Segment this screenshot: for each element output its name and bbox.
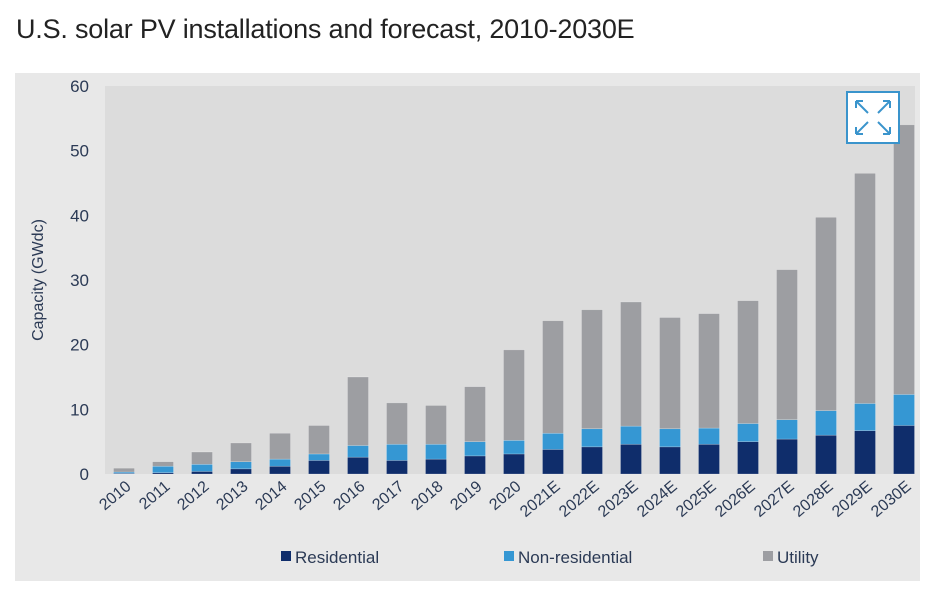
y-tick-label: 10 — [70, 400, 89, 419]
x-tick-label: 2027E — [751, 478, 797, 521]
y-tick-label: 50 — [70, 142, 89, 161]
bar-residential-2021E — [542, 449, 564, 475]
x-tick-label: 2029E — [829, 478, 875, 521]
bar-utility-2025E — [698, 313, 720, 429]
bar-non-residential-2024E — [659, 428, 681, 448]
bar-utility-2019 — [464, 386, 486, 442]
bar-non-residential-2025E — [698, 427, 720, 445]
bar-residential-2015 — [308, 460, 330, 475]
bar-utility-2013 — [230, 442, 252, 463]
x-tick-label: 2011 — [136, 478, 173, 513]
x-tick-label: 2018 — [408, 478, 446, 514]
bar-non-residential-2019 — [464, 441, 486, 457]
bar-non-residential-2027E — [776, 419, 798, 440]
bar-residential-2025E — [698, 443, 720, 475]
expand-button[interactable] — [846, 91, 900, 144]
bar-non-residential-2022E — [581, 428, 603, 448]
x-tick-label: 2010 — [96, 478, 134, 514]
x-tick-label: 2026E — [712, 478, 758, 521]
y-tick-label: 60 — [70, 77, 89, 96]
bar-residential-2020 — [503, 453, 525, 475]
bar-utility-2023E — [620, 301, 642, 427]
bar-residential-2027E — [776, 438, 798, 475]
bar-utility-2015 — [308, 425, 330, 455]
x-tick-label: 2015 — [291, 478, 329, 514]
page-title: U.S. solar PV installations and forecast… — [16, 14, 635, 44]
x-tick-label: 2014 — [252, 478, 290, 514]
bar-residential-2026E — [737, 441, 759, 475]
bar-non-residential-2016 — [347, 445, 369, 458]
bar-residential-2022E — [581, 446, 603, 475]
bar-non-residential-2014 — [269, 458, 291, 467]
bar-residential-2030E — [893, 425, 915, 475]
bar-residential-2014 — [269, 465, 291, 475]
x-tick-label: 2013 — [213, 478, 251, 514]
bar-non-residential-2029E — [854, 403, 876, 431]
x-tick-label: 2023E — [595, 478, 641, 521]
bar-utility-2021E — [542, 320, 564, 434]
bar-non-residential-2013 — [230, 461, 252, 470]
legend-swatch-2 — [763, 551, 773, 561]
y-tick-label: 20 — [70, 336, 89, 355]
bar-utility-2024E — [659, 317, 681, 430]
x-tick-label: 2021E — [517, 478, 563, 521]
bar-residential-2019 — [464, 455, 486, 475]
bar-residential-2018 — [425, 458, 447, 475]
bar-utility-2029E — [854, 173, 876, 404]
bar-utility-2030E — [893, 124, 915, 395]
bar-utility-2022E — [581, 309, 603, 430]
bar-utility-2012 — [191, 451, 213, 465]
x-tick-label: 2016 — [330, 478, 368, 514]
bar-non-residential-2030E — [893, 394, 915, 426]
bar-non-residential-2012 — [191, 463, 213, 472]
legend-label: Utility — [777, 548, 819, 567]
bar-utility-2027E — [776, 269, 798, 420]
x-tick-label: 2017 — [369, 478, 407, 514]
bar-non-residential-2018 — [425, 443, 447, 460]
bar-residential-2017 — [386, 460, 408, 475]
x-tick-label: 2022E — [556, 478, 602, 521]
legend-swatch-0 — [281, 551, 291, 561]
bar-non-residential-2011 — [152, 465, 174, 474]
bar-utility-2026E — [737, 300, 759, 424]
bar-residential-2012 — [191, 471, 213, 475]
legend-label: Residential — [295, 548, 379, 567]
bar-non-residential-2020 — [503, 440, 525, 455]
x-tick-label: 2019 — [447, 478, 485, 514]
bar-residential-2029E — [854, 430, 876, 475]
y-tick-label: 0 — [80, 465, 89, 484]
y-tick-label: 40 — [70, 206, 89, 225]
x-tick-label: 2024E — [634, 478, 680, 521]
bar-utility-2020 — [503, 349, 525, 441]
bar-residential-2013 — [230, 468, 252, 475]
bar-residential-2016 — [347, 456, 369, 475]
legend-swatch-1 — [504, 551, 514, 561]
x-tick-label: 2025E — [673, 478, 719, 521]
expand-icon — [855, 100, 891, 135]
bar-non-residential-2023E — [620, 425, 642, 445]
x-tick-label: 2012 — [174, 478, 212, 514]
bar-utility-2014 — [269, 432, 291, 460]
bar-residential-2028E — [815, 434, 837, 475]
y-axis-label: Capacity (GWdc) — [30, 219, 47, 341]
bar-non-residential-2015 — [308, 453, 330, 461]
bar-residential-2023E — [620, 443, 642, 475]
y-tick-label: 30 — [70, 271, 89, 290]
bar-utility-2018 — [425, 405, 447, 445]
legend-label: Non-residential — [518, 548, 632, 567]
bar-non-residential-2028E — [815, 410, 837, 436]
bar-utility-2016 — [347, 376, 369, 446]
bar-non-residential-2026E — [737, 423, 759, 442]
bar-non-residential-2021E — [542, 432, 564, 450]
bar-utility-2010 — [113, 467, 135, 473]
x-tick-label: 2030E — [868, 478, 914, 521]
x-tick-label: 2028E — [790, 478, 836, 521]
bar-utility-2017 — [386, 402, 408, 445]
bar-utility-2028E — [815, 216, 837, 411]
bar-non-residential-2017 — [386, 443, 408, 461]
bar-utility-2011 — [152, 461, 174, 467]
bar-residential-2024E — [659, 446, 681, 475]
